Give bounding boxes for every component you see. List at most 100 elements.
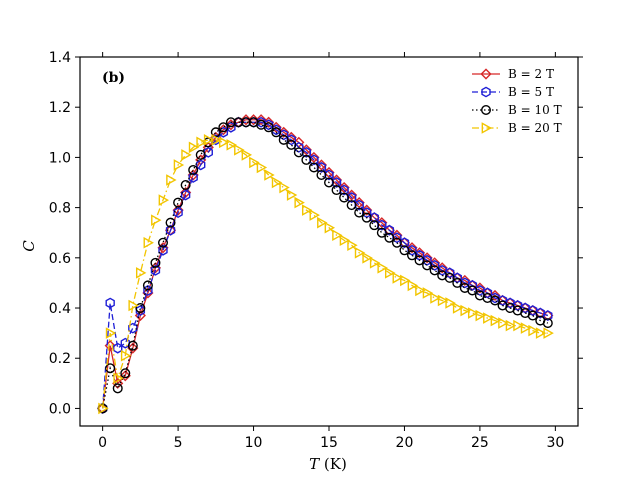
data-point bbox=[339, 234, 351, 247]
data-point bbox=[278, 134, 289, 145]
data-point bbox=[279, 181, 290, 194]
data-point bbox=[142, 287, 154, 299]
y-tick-label: 0.6 bbox=[49, 251, 71, 267]
data-point bbox=[181, 149, 192, 161]
data-point bbox=[467, 307, 479, 319]
data-point bbox=[309, 209, 320, 221]
data-point bbox=[119, 370, 131, 382]
series-b-5-t bbox=[97, 116, 553, 414]
panel-label: (b) bbox=[102, 70, 125, 86]
data-point bbox=[188, 141, 200, 154]
data-point bbox=[543, 310, 553, 321]
data-point bbox=[166, 174, 177, 186]
data-point bbox=[263, 122, 274, 133]
data-point bbox=[308, 151, 320, 163]
data-point bbox=[505, 297, 515, 309]
data-point bbox=[255, 114, 267, 126]
data-point bbox=[249, 156, 260, 169]
data-point bbox=[150, 264, 161, 276]
data-point bbox=[135, 303, 146, 314]
data-point bbox=[362, 252, 373, 264]
series-b-2-t bbox=[97, 114, 554, 415]
data-point bbox=[128, 299, 139, 312]
data-point bbox=[247, 114, 260, 126]
y-tick-label: 0.4 bbox=[49, 301, 71, 317]
data-point bbox=[414, 255, 425, 266]
data-point bbox=[226, 139, 237, 151]
data-point bbox=[513, 319, 524, 332]
data-point bbox=[391, 229, 403, 241]
data-point bbox=[293, 147, 304, 158]
data-point bbox=[407, 250, 418, 261]
data-point bbox=[361, 212, 372, 223]
data-point bbox=[444, 272, 455, 283]
legend: B = 2 T B = 5 T B = 10 T B = 20 T bbox=[472, 67, 562, 135]
data-point bbox=[196, 159, 206, 171]
data-point bbox=[301, 154, 312, 165]
data-point bbox=[294, 141, 304, 153]
legend-entry: B = 2 T bbox=[472, 67, 554, 81]
data-point bbox=[467, 285, 478, 296]
data-point bbox=[196, 136, 207, 149]
legend-marker bbox=[481, 122, 493, 134]
x-tick-label: 5 bbox=[174, 435, 183, 451]
data-point bbox=[172, 204, 184, 216]
data-point bbox=[467, 280, 478, 291]
data-point bbox=[354, 247, 366, 259]
series-b-20-t bbox=[98, 134, 554, 415]
data-point bbox=[165, 224, 176, 236]
data-point bbox=[324, 221, 336, 234]
legend-marker bbox=[480, 68, 492, 80]
x-tick-label: 25 bbox=[471, 435, 489, 451]
data-point bbox=[505, 319, 517, 332]
data-point bbox=[286, 189, 298, 201]
data-point bbox=[429, 265, 440, 276]
y-tick-label: 1.0 bbox=[49, 150, 71, 166]
data-point bbox=[520, 302, 530, 314]
data-point bbox=[512, 300, 523, 311]
data-point bbox=[347, 239, 358, 252]
y-tick-label: 1.4 bbox=[49, 50, 71, 66]
data-point bbox=[218, 122, 229, 133]
data-point bbox=[330, 174, 343, 186]
data-point bbox=[339, 192, 350, 203]
data-point bbox=[180, 180, 191, 191]
data-point bbox=[384, 232, 395, 243]
data-point bbox=[286, 139, 297, 150]
data-point bbox=[452, 302, 464, 314]
data-point bbox=[422, 287, 434, 299]
data-point bbox=[543, 327, 554, 339]
data-point bbox=[105, 297, 115, 309]
data-point bbox=[391, 237, 402, 248]
data-point bbox=[445, 267, 455, 279]
data-point bbox=[498, 317, 509, 329]
data-point bbox=[301, 204, 313, 216]
data-point bbox=[271, 176, 283, 189]
data-point bbox=[240, 114, 252, 126]
data-point bbox=[98, 402, 109, 415]
data-point bbox=[392, 272, 403, 284]
legend-label: B = 2 T bbox=[508, 67, 554, 81]
data-point bbox=[528, 305, 538, 316]
data-point bbox=[354, 207, 365, 218]
legend-entry: B = 20 T bbox=[472, 121, 562, 135]
data-point bbox=[384, 224, 395, 236]
data-point bbox=[271, 127, 282, 138]
data-point bbox=[369, 257, 381, 269]
data-point bbox=[317, 216, 328, 229]
data-point bbox=[535, 327, 547, 339]
data-point bbox=[460, 304, 471, 317]
data-point bbox=[271, 124, 281, 136]
data-layer bbox=[97, 114, 554, 415]
data-point bbox=[384, 267, 396, 279]
legend-label: B = 10 T bbox=[508, 103, 562, 117]
data-point bbox=[151, 214, 162, 226]
x-tick-label: 15 bbox=[320, 435, 338, 451]
data-point bbox=[445, 297, 456, 309]
data-point bbox=[452, 277, 463, 288]
data-point bbox=[158, 194, 170, 206]
y-tick-label: 1.2 bbox=[49, 100, 71, 116]
data-point bbox=[483, 312, 494, 324]
data-point bbox=[406, 242, 418, 254]
axes-layer: 0 5 10 15 20 25 30 0.0 0.2 0.4 0.6 0.8 1.0 1.2 1.4 bbox=[49, 50, 583, 451]
